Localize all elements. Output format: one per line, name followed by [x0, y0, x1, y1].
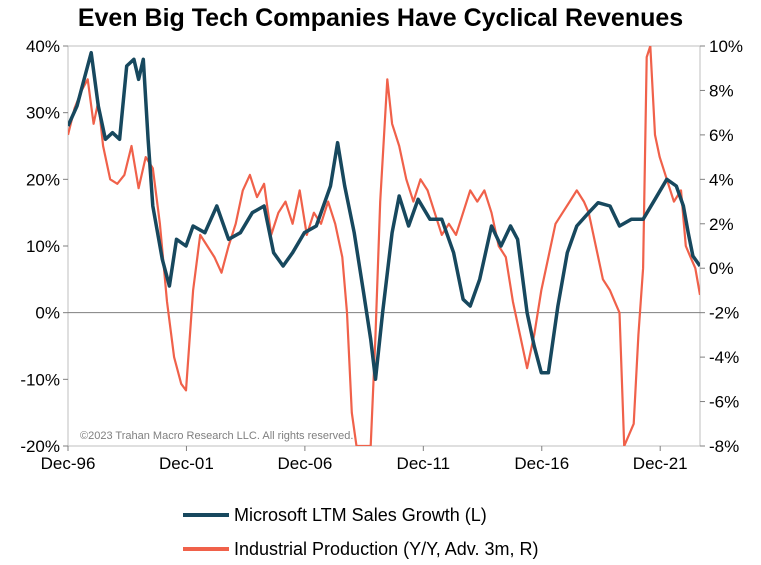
series-line-industrial-production	[68, 46, 700, 446]
left-tick-label: 20%	[26, 170, 60, 189]
left-tick-label: 30%	[26, 104, 60, 123]
watermark: ©2023 Trahan Macro Research LLC. All rig…	[80, 430, 353, 442]
x-tick-label: Dec-11	[397, 454, 451, 473]
left-tick-label: -10%	[20, 370, 60, 389]
right-tick-label: 6%	[709, 126, 734, 145]
right-tick-label: 2%	[709, 215, 734, 234]
right-tick-label: 10%	[709, 37, 743, 56]
x-tick-label: Dec-16	[514, 454, 569, 473]
series-group	[68, 46, 700, 446]
right-tick-label: -8%	[709, 437, 739, 456]
x-axis: Dec-96 Dec-01 Dec-06 Dec-11 Dec-16 Dec-21	[41, 446, 688, 473]
x-tick-label: Dec-21	[633, 454, 688, 473]
series-line-microsoft	[68, 50, 700, 382]
left-tick-label: 40%	[26, 37, 60, 56]
right-tick-label: 4%	[709, 170, 734, 189]
right-tick-label: 0%	[709, 259, 734, 278]
right-tick-label: 8%	[709, 81, 734, 100]
x-tick-label: Dec-06	[277, 454, 332, 473]
legend-label-industrial-production: Industrial Production (Y/Y, Adv. 3m, R)	[234, 539, 538, 559]
right-axis: -8% -6% -4% -2% 0% 2% 4% 6% 8% 10%	[700, 37, 743, 456]
right-tick-label: -2%	[709, 304, 739, 323]
left-tick-label: 10%	[26, 237, 60, 256]
x-tick-label: Dec-01	[159, 454, 214, 473]
left-tick-label: 0%	[35, 304, 60, 323]
left-tick-label: -20%	[20, 437, 60, 456]
x-tick-label: Dec-96	[41, 454, 96, 473]
legend: Microsoft LTM Sales Growth (L) Industria…	[183, 505, 538, 559]
left-axis: -20% -10% 0% 10% 20% 30% 40%	[20, 37, 68, 456]
legend-item-industrial-production: Industrial Production (Y/Y, Adv. 3m, R)	[183, 539, 538, 559]
chart-title: Even Big Tech Companies Have Cyclical Re…	[77, 4, 684, 32]
legend-label-microsoft: Microsoft LTM Sales Growth (L)	[234, 505, 487, 525]
right-tick-label: -4%	[709, 348, 739, 367]
legend-item-microsoft: Microsoft LTM Sales Growth (L)	[183, 505, 487, 525]
right-tick-label: -6%	[709, 393, 739, 412]
